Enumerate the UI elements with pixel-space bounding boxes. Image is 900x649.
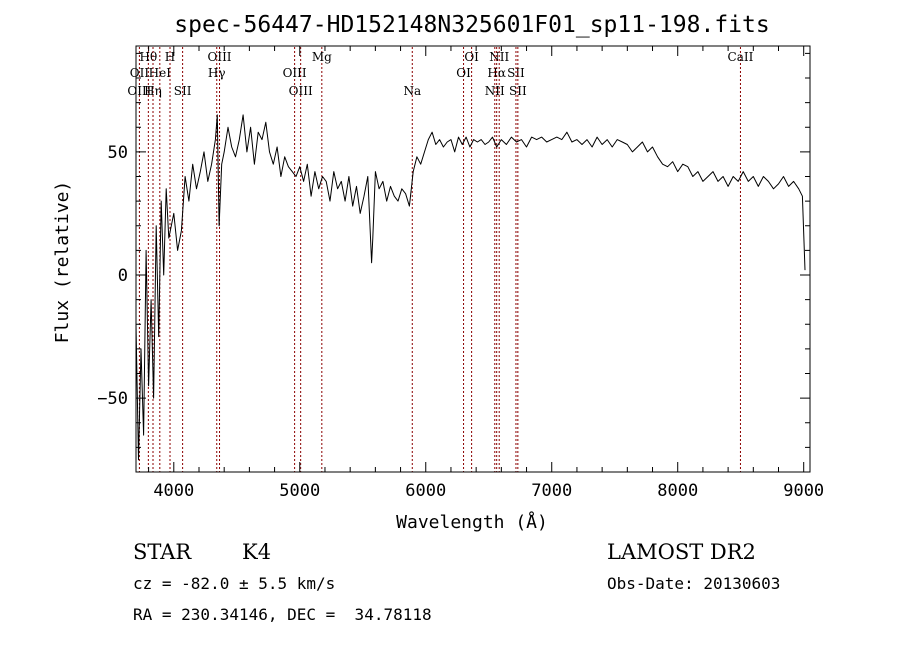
- axis-ticks: 4000 5000 6000 7000 8000 9000 50 0 −50: [97, 46, 824, 501]
- spectral-line-label: HeI: [149, 66, 172, 80]
- spectral-line-label: OIII: [289, 84, 313, 98]
- obs-date: Obs-Date: 20130603: [607, 574, 780, 593]
- object-class: STAR: [133, 540, 192, 564]
- spectral-line-label: H: [165, 50, 175, 64]
- y-tick-label: 0: [118, 266, 128, 286]
- spectral-line-label: OIII: [127, 84, 151, 98]
- spectral-line-label: Na: [403, 84, 421, 98]
- y-axis-label: Flux (relative): [52, 181, 73, 344]
- redshift-info: cz = -82.0 ± 5.5 km/s: [133, 574, 335, 593]
- chart-title: spec-56447-HD152148N325601F01_sp11-198.f…: [174, 12, 769, 38]
- spectral-line-label: Hη: [144, 84, 162, 98]
- y-tick-label: 50: [108, 143, 128, 163]
- spectral-line-label: SII: [509, 84, 527, 98]
- coordinates: RA = 230.34146, DEC = 34.78118: [133, 605, 432, 624]
- y-tick-label: −50: [97, 389, 128, 409]
- x-tick-label: 6000: [405, 481, 446, 501]
- x-tick-label: 8000: [657, 481, 698, 501]
- x-tick-label: 9000: [783, 481, 824, 501]
- x-tick-label: 7000: [531, 481, 572, 501]
- spectral-line-markers: Hθ OII OIII HeI Hη H SII OIII Hγ OIII OIII Mg Na OI OI…: [127, 47, 754, 472]
- spectral-line-label: OIII: [283, 66, 307, 80]
- spectral-line-label: NII: [489, 50, 509, 64]
- spectral-line-label: OI: [456, 66, 471, 80]
- spectrum-line: [135, 114, 806, 461]
- spectrum-plot-area: [135, 114, 806, 461]
- spectral-line-label: OI: [464, 50, 479, 64]
- spectral-line-label: NII: [485, 84, 505, 98]
- x-tick-label: 4000: [153, 481, 194, 501]
- object-subclass: K4: [242, 540, 271, 564]
- spectral-line-label: CaII: [728, 50, 754, 64]
- spectral-line-label: Hα: [487, 66, 506, 80]
- spectral-line-label: OIII: [207, 50, 231, 64]
- spectral-line-label: Mg: [312, 50, 332, 64]
- spectral-line-label: SII: [174, 84, 192, 98]
- survey-name: LAMOST DR2: [607, 540, 756, 564]
- x-axis-label: Wavelength (Å): [396, 511, 548, 533]
- x-tick-label: 5000: [279, 481, 320, 501]
- spectral-line-label: Hθ: [139, 50, 157, 64]
- spectral-line-label: SII: [507, 66, 525, 80]
- spectral-line-label: Hγ: [208, 66, 226, 80]
- spectral-line-label: OII: [130, 66, 150, 80]
- plot-frame: [135, 45, 811, 473]
